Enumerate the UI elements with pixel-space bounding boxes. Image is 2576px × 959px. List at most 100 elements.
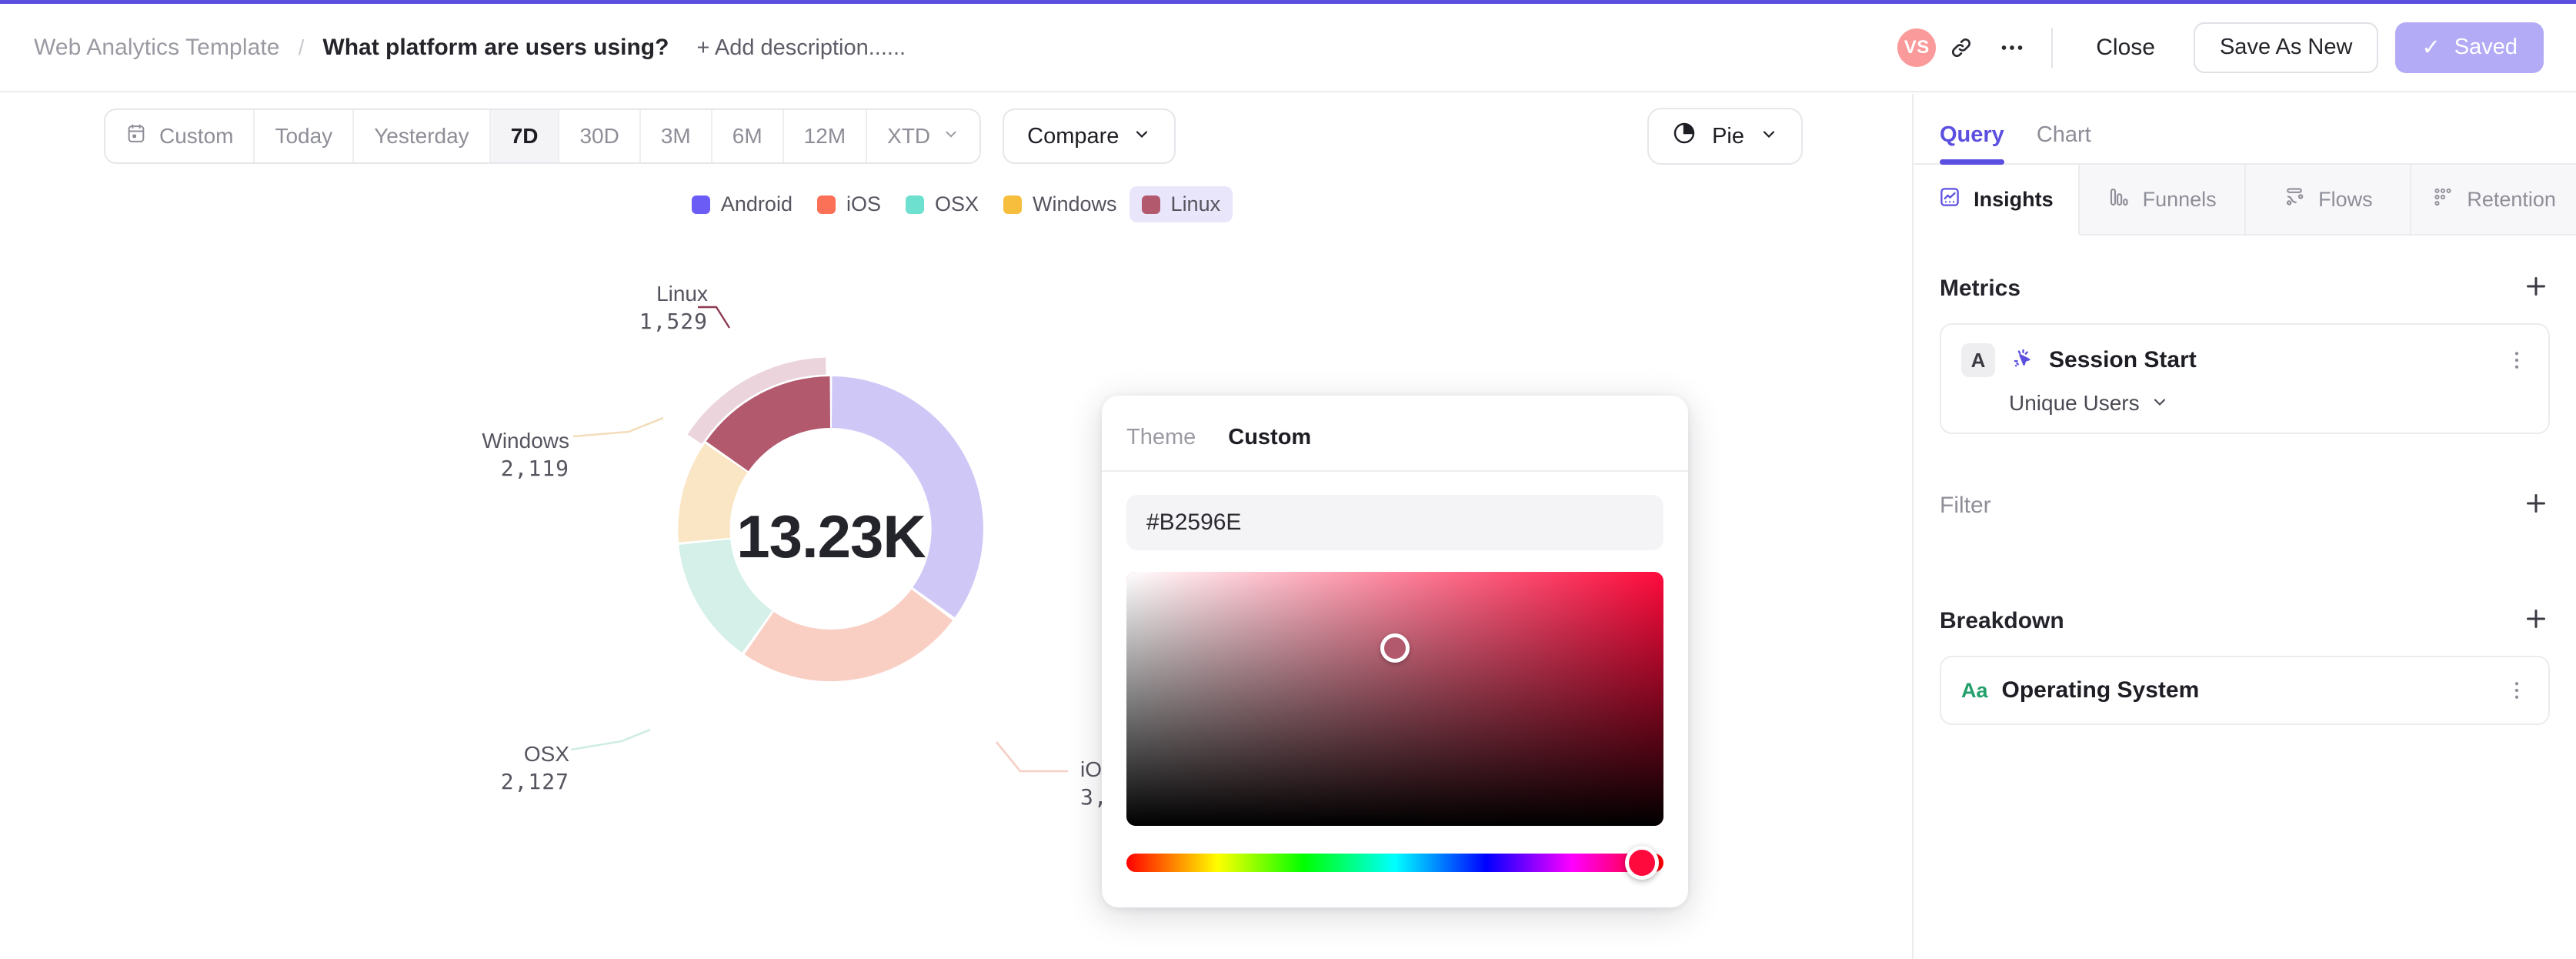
kebab-menu-icon[interactable] [2505,349,2528,372]
legend-label: Android [720,192,792,216]
chart-type-label: Pie [1712,123,1744,149]
breakdown-card[interactable]: Aa Operating System [1940,656,2550,725]
add-filter-button[interactable] [2522,490,2550,523]
leader-line-windows [572,416,664,438]
funnel-bars-icon [2107,185,2131,214]
add-breakdown-button[interactable] [2522,605,2550,638]
color-picker-tabs: Theme Custom [1102,396,1688,472]
page-title[interactable]: What platform are users using? [322,34,669,60]
chart-type-button[interactable]: Pie [1647,108,1803,165]
range-yesterday[interactable]: Yesterday [354,110,491,162]
metric-event-name: Session Start [2049,347,2197,373]
mode-tab-retention[interactable]: Retention [2411,165,2576,236]
mode-tab-flows[interactable]: Flows [2245,165,2412,236]
mode-tab-label: Funnels [2142,187,2217,211]
metric-card[interactable]: A Session Start Unique Users [1940,323,2550,434]
flows-icon [2283,185,2306,214]
metric-letter-badge: A [1961,343,1995,377]
tab-query[interactable]: Query [1940,122,2004,165]
hue-slider-handle[interactable] [1625,846,1660,880]
legend-swatch [1141,195,1160,214]
breakdown-title: Breakdown [1940,608,2064,633]
retention-dots-icon [2431,185,2454,214]
close-button[interactable]: Close [2096,34,2155,60]
top-accent-bar [0,0,2576,4]
tab-chart[interactable]: Chart [2036,122,2091,147]
metrics-section-header: Metrics [1914,265,2576,312]
mode-tab-label: Insights [1974,187,2054,211]
save-as-new-button[interactable]: Save As New [2193,22,2379,73]
right-sidebar: Query Chart Insights [1912,94,2576,959]
breakdown-section-header: Breakdown [1914,597,2576,645]
mode-tab-insights[interactable]: Insights [1914,165,2080,236]
range-12m[interactable]: 12M [783,110,868,162]
slice-ios [744,589,953,682]
header-divider [2051,27,2054,68]
calendar-icon [125,123,147,150]
slice-osx [679,539,772,653]
legend-item-android[interactable]: Android [679,186,805,222]
saturation-handle[interactable] [1380,633,1410,663]
tab-custom[interactable]: Custom [1228,425,1312,449]
legend-item-linux[interactable]: Linux [1129,186,1233,222]
slice-android [831,376,983,618]
metric-measure-label: Unique Users [2009,391,2140,415]
link-icon[interactable] [1936,22,1987,73]
leader-line-osx [570,728,651,751]
kebab-menu-icon[interactable] [2505,679,2528,702]
hue-slider-track[interactable] [1126,854,1663,872]
legend-swatch [1003,195,1023,214]
slice-label-name: Windows [482,429,569,453]
range-7d[interactable]: 7D [490,110,560,162]
saved-check-icon: ✓ [2421,35,2441,60]
analysis-mode-tabs: Insights Funnels [1914,165,2576,236]
range-custom-label: Custom [159,124,234,148]
saturation-value-area[interactable] [1126,572,1663,826]
range-today[interactable]: Today [255,110,355,162]
slice-label-name: OSX [523,742,569,766]
legend-label: Linux [1170,192,1221,216]
metric-measure-dropdown[interactable]: Unique Users [2009,391,2528,416]
header-actions: VS Close Save As New ✓ Saved [1897,22,2576,73]
cursor-sparkle-icon [2009,346,2035,376]
add-metric-button[interactable] [2522,272,2550,306]
legend-label: OSX [934,192,979,216]
legend-swatch [905,195,924,214]
compare-button[interactable]: Compare [1003,109,1176,164]
breakdown-property-name: Operating System [2001,677,2200,703]
breadcrumb-separator: / [298,35,305,59]
saved-label: Saved [2454,35,2518,59]
breadcrumb-root[interactable]: Web Analytics Template [34,34,280,60]
legend-swatch [691,195,710,214]
range-3m[interactable]: 3M [640,110,712,162]
metric-card-row: A Session Start [1961,343,2528,377]
mode-tab-funnels[interactable]: Funnels [2079,165,2246,236]
color-picker-popup[interactable]: Theme Custom #B2596E [1102,396,1688,907]
hex-input[interactable]: #B2596E [1126,495,1663,550]
legend-item-osx[interactable]: OSX [893,186,991,222]
legend-item-windows[interactable]: Windows [991,186,1130,222]
range-30d[interactable]: 30D [559,110,641,162]
avatar[interactable]: VS [1897,28,1937,67]
saved-button[interactable]: ✓ Saved [2395,22,2544,73]
tab-theme[interactable]: Theme [1126,425,1196,449]
more-horizontal-icon[interactable] [1987,22,2037,73]
slice-label-name: Linux [656,282,708,306]
center-total: 13.23K [736,503,926,570]
range-xtd[interactable]: XTD [867,110,980,162]
mode-tab-label: Flows [2318,187,2373,211]
slice-windows [678,443,748,543]
leader-line-ios [995,741,1068,773]
mode-tab-label: Retention [2467,187,2556,211]
filter-title: Filter [1940,493,1991,518]
hue-slider[interactable] [1126,846,1663,880]
legend-item-ios[interactable]: iOS [805,186,893,222]
saturation-black-layer [1126,572,1663,826]
range-custom[interactable]: Custom [105,110,255,162]
legend-label: iOS [846,192,881,216]
main-canvas: Custom Today Yesterday 7D 30D 3M 6M 12M … [0,94,1912,959]
slice-label-value: 1,529 [639,308,708,334]
range-6m[interactable]: 6M [712,110,784,162]
add-description-link[interactable]: + Add description...... [696,35,906,60]
